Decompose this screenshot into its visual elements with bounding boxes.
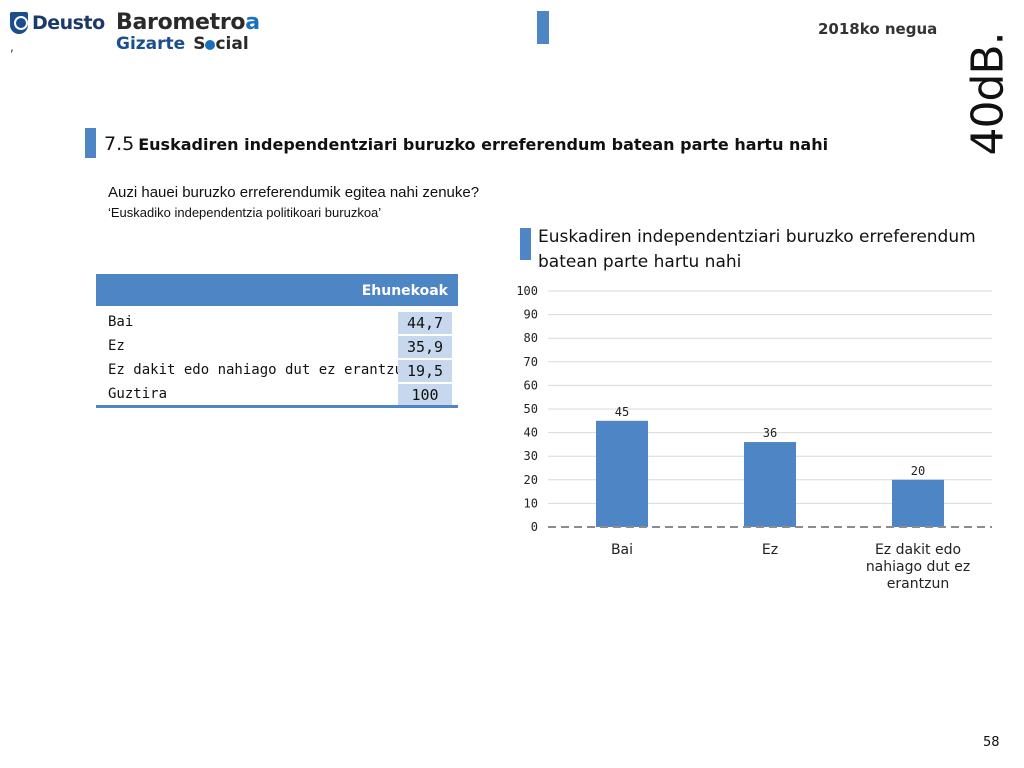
category-label: Bai (611, 542, 633, 558)
row-label: Bai (108, 314, 134, 330)
question-text: Auzi hauei buruzko erreferendumik egitea… (108, 184, 480, 201)
question-subtext: ‘Euskadiko independentzia politikoari bu… (108, 205, 382, 220)
y-tick-label: 60 (524, 378, 538, 392)
section-number: 7.5 (104, 133, 135, 155)
deusto-logo-text: Deusto (32, 12, 105, 34)
bar (744, 442, 796, 527)
social-logo-text-a: S (193, 34, 206, 54)
period-label: 2018ko negua (818, 20, 938, 38)
y-tick-label: 80 (524, 331, 538, 345)
category-label: Ez (762, 542, 778, 558)
gizarte-logo-text: Gizarte (116, 34, 186, 54)
row-value: 100 (398, 384, 452, 406)
y-tick-label: 10 (524, 496, 538, 510)
barometro-logo-text: Barometro (116, 10, 246, 35)
y-tick-label: 20 (524, 473, 538, 487)
table-row: Ez 35,9 (96, 335, 458, 359)
percent-table: Ehunekoak Bai 44,7 Ez 35,9 Ez dakit edo … (96, 274, 458, 408)
deusto-logo: Deusto (10, 12, 105, 34)
row-label: Ez dakit edo nahiago dut ez erantzun (108, 362, 412, 378)
brand-40db-logo: 40dB. (962, 32, 1014, 156)
table-row: Ez dakit edo nahiago dut ez erantzun 19,… (96, 359, 458, 383)
y-tick-label: 100 (516, 284, 538, 298)
bar (892, 479, 944, 527)
header-accent-bar (537, 11, 549, 44)
table-row: Bai 44,7 (96, 311, 458, 335)
row-value: 19,5 (398, 360, 452, 382)
y-tick-label: 30 (524, 449, 538, 463)
social-dot-icon (205, 40, 216, 50)
data-label: 20 (911, 464, 925, 478)
header-mark: , (10, 40, 14, 54)
row-label: Ez (108, 338, 125, 354)
title-accent-bar (85, 128, 96, 158)
y-tick-label: 0 (531, 520, 538, 534)
category-label: Ez dakit edo (875, 542, 961, 558)
data-label: 36 (763, 426, 777, 440)
y-tick-label: 40 (524, 426, 538, 440)
table-header: Ehunekoak (96, 274, 458, 306)
section-title-text: Euskadiren independentziari buruzko erre… (138, 135, 829, 154)
bar (596, 420, 648, 527)
y-tick-label: 70 (524, 355, 538, 369)
data-label: 45 (615, 405, 629, 419)
social-logo-text-b: cial (215, 34, 249, 54)
chart-accent-bar (520, 228, 531, 260)
table-bottom-rule (96, 405, 458, 408)
row-label: Guztira (108, 386, 168, 402)
category-label: erantzun (887, 576, 949, 592)
section-title: 7.5 Euskadiren independentziari buruzko e… (104, 133, 828, 155)
chart-title: Euskadiren independentziari buruzko erre… (538, 227, 976, 272)
bar-chart: 0 10 20 30 40 50 60 70 80 90 100 45 Bai 36 Ez 20 Ez daki… (516, 284, 992, 592)
row-value: 44,7 (398, 312, 452, 334)
barometro-logo-accent: a (245, 10, 260, 35)
page-number: 58 (983, 735, 1000, 750)
table-row: Guztira 100 (96, 383, 458, 407)
deusto-shield-icon (10, 12, 28, 34)
y-tick-label: 50 (524, 402, 538, 416)
category-label: nahiago dut ez (866, 559, 970, 575)
y-tick-label: 90 (524, 308, 538, 322)
row-value: 35,9 (398, 336, 452, 358)
